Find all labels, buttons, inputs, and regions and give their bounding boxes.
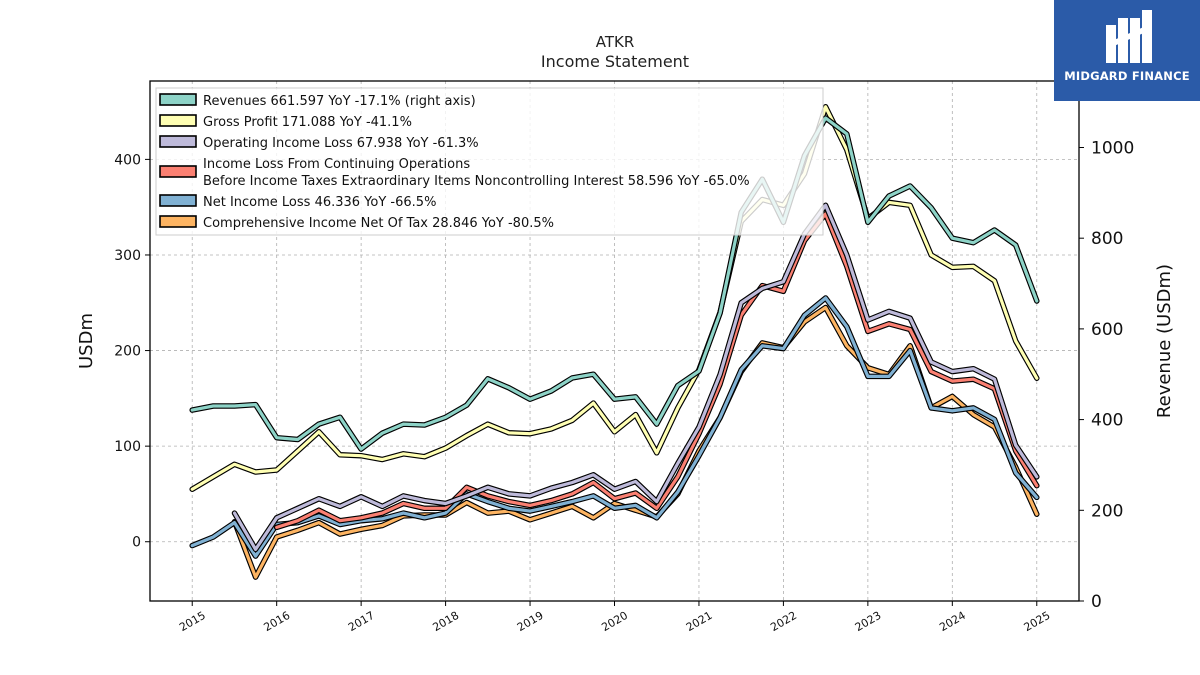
chart-title: Income Statement xyxy=(541,52,689,71)
legend-item: Operating Income Loss 67.938 YoY -61.3% xyxy=(159,135,479,151)
x-tick-label: 2017 xyxy=(346,609,377,634)
legend-swatch xyxy=(159,194,197,207)
series-line xyxy=(190,116,1039,451)
legend-item: Income Loss From Continuing Operations Be… xyxy=(159,157,750,189)
legend-swatch xyxy=(159,93,197,106)
series-line xyxy=(190,105,1039,491)
series-revenues xyxy=(189,115,1040,452)
legend-swatch xyxy=(159,165,197,178)
x-tick-label: 2018 xyxy=(430,609,461,634)
y-axis-left-label: USDm xyxy=(76,313,97,369)
legend-label-line1: Income Loss From Continuing Operations xyxy=(203,157,470,172)
legend-label: Revenues 661.597 YoY -17.1% (right axis) xyxy=(203,94,476,109)
legend-swatch xyxy=(159,114,197,127)
y-left-tick-label: 400 xyxy=(114,152,141,168)
y-left-tick-label: 0 xyxy=(132,535,141,551)
series-outline xyxy=(231,202,1040,553)
y-right-tick-label: 0 xyxy=(1091,592,1102,612)
series-operating-income-loss xyxy=(231,202,1040,553)
legend-label: Operating Income Loss 67.938 YoY -61.3% xyxy=(203,136,479,151)
y-right-tick-label: 800 xyxy=(1091,229,1123,249)
x-tick-label: 2023 xyxy=(853,609,884,634)
right-y-axis: 0 200 400 600 800 1000 xyxy=(1079,138,1134,612)
series-gross-profit xyxy=(189,104,1040,492)
series-income-loss-from-continuing-operations-before-income-taxes-extraordinary-items-noncontrolling-interest xyxy=(273,211,1040,531)
midgard-finance-logo: MIDGARD FINANCE xyxy=(1054,0,1200,101)
legend-box xyxy=(155,87,824,236)
legend-label-line2: Before Income Taxes Extraordinary Items … xyxy=(203,174,750,189)
y-right-tick-label: 600 xyxy=(1091,320,1123,340)
series-outline xyxy=(273,211,1040,531)
legend-swatch xyxy=(159,215,197,228)
legend-swatch xyxy=(159,135,197,148)
legend-item: Gross Profit 171.088 YoY -41.1% xyxy=(159,114,412,130)
legend: Revenues 661.597 YoY -17.1% (right axis)… xyxy=(155,87,824,236)
legend-item: Revenues 661.597 YoY -17.1% (right axis) xyxy=(159,93,476,109)
series-line xyxy=(275,212,1039,530)
x-tick-label: 2021 xyxy=(684,609,715,634)
x-tick-label: 2015 xyxy=(177,609,208,634)
y-axis-right-label: Revenue (USDm) xyxy=(1154,264,1175,418)
y-right-tick-label: 400 xyxy=(1091,411,1123,431)
series-net-income-loss xyxy=(189,295,1040,559)
x-tick-label: 2024 xyxy=(937,609,968,634)
logo-mark-icon xyxy=(1106,10,1152,63)
x-tick-label: 2019 xyxy=(515,609,546,634)
series-line xyxy=(190,296,1039,558)
x-tick-label: 2022 xyxy=(768,609,799,634)
legend-label: Comprehensive Income Net Of Tax 28.846 Y… xyxy=(203,216,554,231)
logo-text: MIDGARD FINANCE xyxy=(1064,69,1190,83)
legend-item: Comprehensive Income Net Of Tax 28.846 Y… xyxy=(159,215,554,231)
chart-ticker: ATKR xyxy=(596,33,635,51)
y-left-tick-label: 100 xyxy=(114,439,141,455)
legend-label: Gross Profit 171.088 YoY -41.1% xyxy=(203,115,412,130)
y-left-tick-label: 200 xyxy=(114,344,141,360)
plot-series xyxy=(189,104,1040,580)
left-y-axis: 0 100 200 300 400 xyxy=(114,152,150,551)
x-tick-label: 2016 xyxy=(262,609,293,634)
y-right-tick-label: 1000 xyxy=(1091,138,1134,158)
x-tick-label: 2025 xyxy=(1022,609,1053,634)
series-line xyxy=(232,203,1039,552)
legend-label: Net Income Loss 46.336 YoY -66.5% xyxy=(203,195,436,210)
x-axis: 2015 2016 2017 2018 2019 2020 2021 2022 2023 2024… xyxy=(177,601,1052,634)
legend-item: Net Income Loss 46.336 YoY -66.5% xyxy=(159,194,436,210)
y-left-tick-label: 300 xyxy=(114,248,141,264)
x-tick-label: 2020 xyxy=(599,609,630,634)
y-right-tick-label: 200 xyxy=(1091,501,1123,521)
